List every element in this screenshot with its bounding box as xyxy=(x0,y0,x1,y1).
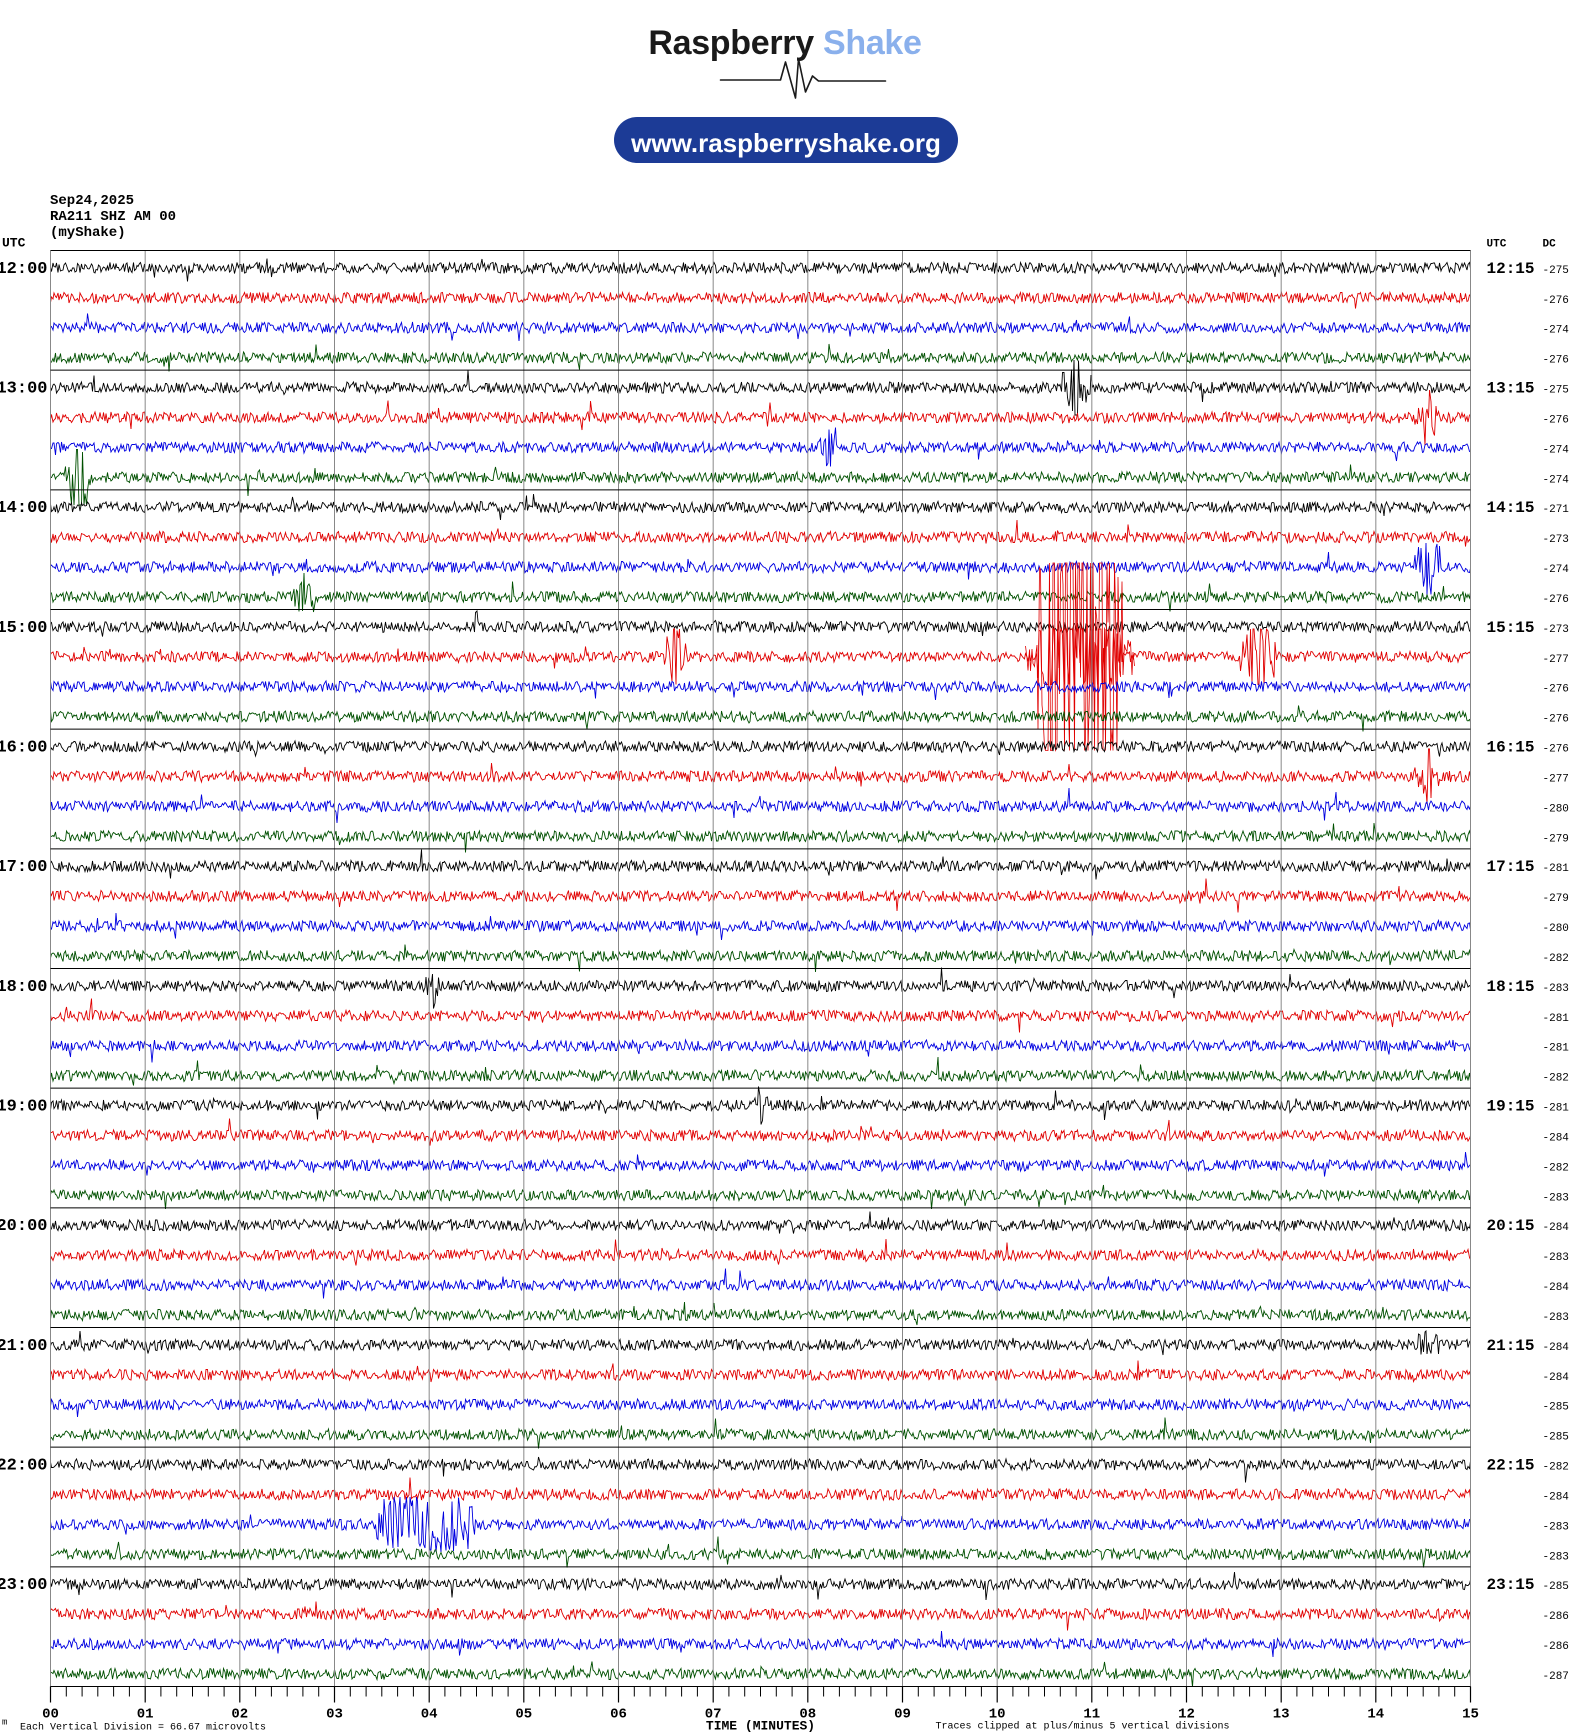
svg-text:DC: DC xyxy=(1543,239,1557,251)
svg-text:-276: -276 xyxy=(1543,355,1569,367)
svg-text:UTC: UTC xyxy=(2,236,26,251)
svg-text:-273: -273 xyxy=(1543,534,1569,546)
svg-text:20:15: 20:15 xyxy=(1487,1217,1535,1235)
svg-text:-273: -273 xyxy=(1543,624,1569,636)
svg-text:-276: -276 xyxy=(1543,414,1569,426)
svg-text:-283: -283 xyxy=(1543,1551,1569,1563)
svg-text:01: 01 xyxy=(137,1707,154,1723)
svg-text:-285: -285 xyxy=(1543,1581,1569,1593)
svg-text:06: 06 xyxy=(610,1707,627,1723)
svg-text:-284: -284 xyxy=(1543,1491,1570,1503)
svg-text:15:00: 15:00 xyxy=(0,619,48,638)
svg-text:12:15: 12:15 xyxy=(1487,260,1535,278)
svg-text:-283: -283 xyxy=(1543,1312,1569,1324)
svg-text:12:00: 12:00 xyxy=(0,260,48,279)
svg-text:-275: -275 xyxy=(1543,385,1569,397)
svg-text:m: m xyxy=(2,1718,7,1728)
svg-text:-274: -274 xyxy=(1543,325,1570,337)
svg-text:-276: -276 xyxy=(1543,744,1569,756)
svg-text:TIME (MINUTES): TIME (MINUTES) xyxy=(706,1719,815,1732)
svg-text:13: 13 xyxy=(1273,1707,1290,1723)
svg-text:-281: -281 xyxy=(1543,1043,1570,1055)
svg-text:-276: -276 xyxy=(1543,594,1569,606)
svg-text:22:15: 22:15 xyxy=(1487,1457,1535,1475)
svg-text:05: 05 xyxy=(515,1707,532,1723)
svg-text:14:15: 14:15 xyxy=(1487,499,1535,517)
svg-text:-274: -274 xyxy=(1543,564,1570,576)
svg-text:02: 02 xyxy=(231,1707,248,1723)
svg-text:-283: -283 xyxy=(1543,1521,1569,1533)
svg-text:UTC: UTC xyxy=(1487,239,1507,251)
svg-text:-279: -279 xyxy=(1543,893,1569,905)
svg-text:13:00: 13:00 xyxy=(0,380,48,399)
svg-text:-277: -277 xyxy=(1543,654,1569,666)
svg-text:-285: -285 xyxy=(1543,1402,1569,1414)
svg-text:17:15: 17:15 xyxy=(1487,858,1535,876)
svg-text:14: 14 xyxy=(1367,1707,1384,1723)
svg-text:Traces clipped at plus/minus 5: Traces clipped at plus/minus 5 vertical … xyxy=(936,1721,1230,1732)
svg-text:-274: -274 xyxy=(1543,444,1570,456)
svg-text:-284: -284 xyxy=(1543,1282,1570,1294)
svg-text:-281: -281 xyxy=(1543,863,1570,875)
svg-text:21:15: 21:15 xyxy=(1487,1337,1535,1355)
svg-text:Each Vertical Division = 66.: Each Vertical Division = 66.67 microvolt… xyxy=(20,1722,266,1732)
svg-text:-285: -285 xyxy=(1543,1432,1569,1444)
svg-text:-276: -276 xyxy=(1543,295,1569,307)
svg-text:-286: -286 xyxy=(1543,1641,1569,1653)
svg-text:19:00: 19:00 xyxy=(0,1098,48,1117)
svg-text:-281: -281 xyxy=(1543,1103,1570,1115)
svg-text:12: 12 xyxy=(1178,1707,1195,1723)
svg-text:-277: -277 xyxy=(1543,773,1569,785)
svg-text:-284: -284 xyxy=(1543,1132,1570,1144)
svg-text:00: 00 xyxy=(42,1707,59,1723)
svg-text:18:00: 18:00 xyxy=(0,978,48,997)
svg-text:-271: -271 xyxy=(1543,504,1570,516)
svg-text:23:00: 23:00 xyxy=(0,1576,48,1595)
svg-text:-284: -284 xyxy=(1543,1222,1570,1234)
svg-text:11: 11 xyxy=(1083,1707,1100,1723)
svg-text:-276: -276 xyxy=(1543,714,1569,726)
svg-text:-282: -282 xyxy=(1543,1073,1569,1085)
svg-text:17:00: 17:00 xyxy=(0,858,48,877)
svg-text:-275: -275 xyxy=(1543,265,1569,277)
svg-text:19:15: 19:15 xyxy=(1487,1098,1535,1116)
svg-text:16:15: 16:15 xyxy=(1487,739,1535,757)
svg-text:22:00: 22:00 xyxy=(0,1457,48,1476)
svg-text:23:15: 23:15 xyxy=(1487,1576,1535,1594)
svg-text:15: 15 xyxy=(1462,1707,1479,1723)
svg-text:-281: -281 xyxy=(1543,1013,1570,1025)
svg-text:-282: -282 xyxy=(1543,953,1569,965)
svg-text:04: 04 xyxy=(421,1707,438,1723)
svg-text:-284: -284 xyxy=(1543,1342,1570,1354)
svg-text:-283: -283 xyxy=(1543,983,1569,995)
svg-text:-282: -282 xyxy=(1543,1162,1569,1174)
svg-text:18:15: 18:15 xyxy=(1487,978,1535,996)
svg-text:-284: -284 xyxy=(1543,1372,1570,1384)
svg-text:16:00: 16:00 xyxy=(0,739,48,758)
svg-text:14:00: 14:00 xyxy=(0,499,48,518)
svg-text:09: 09 xyxy=(894,1707,911,1723)
svg-text:-287: -287 xyxy=(1543,1671,1569,1683)
svg-text:10: 10 xyxy=(989,1707,1006,1723)
svg-text:-280: -280 xyxy=(1543,803,1569,815)
svg-text:13:15: 13:15 xyxy=(1487,380,1535,398)
svg-text:21:00: 21:00 xyxy=(0,1337,48,1356)
svg-text:03: 03 xyxy=(326,1707,343,1723)
svg-text:20:00: 20:00 xyxy=(0,1217,48,1236)
svg-text:-282: -282 xyxy=(1543,1462,1569,1474)
svg-text:-280: -280 xyxy=(1543,923,1569,935)
svg-text:-279: -279 xyxy=(1543,833,1569,845)
svg-text:-274: -274 xyxy=(1543,474,1570,486)
svg-text:-276: -276 xyxy=(1543,684,1569,696)
svg-text:15:15: 15:15 xyxy=(1487,619,1535,637)
svg-text:-283: -283 xyxy=(1543,1192,1569,1204)
svg-text:-286: -286 xyxy=(1543,1611,1569,1623)
svg-text:-283: -283 xyxy=(1543,1252,1569,1264)
